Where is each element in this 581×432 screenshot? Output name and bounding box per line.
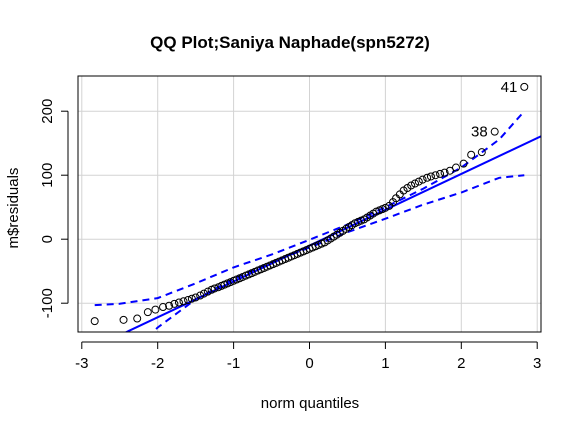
data-point (414, 177, 423, 186)
data-point (196, 291, 205, 300)
data-point (477, 148, 486, 157)
point-annotation: 38 (471, 124, 488, 141)
data-point (199, 289, 208, 298)
data-point (395, 190, 404, 199)
y-tick-label: 100 (39, 163, 56, 188)
data-point (179, 297, 188, 306)
data-point (133, 314, 142, 323)
data-point (151, 305, 160, 314)
data-point (467, 150, 476, 159)
data-point (187, 294, 196, 303)
data-point (451, 163, 460, 172)
y-tick-label: -100 (39, 288, 56, 318)
data-point (426, 172, 435, 181)
data-point (431, 171, 440, 180)
y-tick-label: 0 (39, 235, 56, 243)
data-point (418, 175, 427, 184)
x-tick-label: -3 (75, 355, 88, 372)
y-axis-label: m$residuals (5, 168, 22, 249)
data-point (159, 303, 168, 312)
x-tick-label: 2 (457, 355, 465, 372)
data-point (381, 203, 390, 212)
x-tick-label: 0 (305, 355, 313, 372)
data-point (436, 169, 445, 178)
point-annotation: 41 (501, 79, 518, 96)
plot-frame (77, 75, 542, 333)
data-point (445, 166, 454, 175)
data-point (411, 179, 420, 188)
data-point (407, 181, 416, 190)
data-point (174, 298, 183, 307)
data-point (490, 127, 499, 136)
data-point (210, 284, 219, 293)
data-point (191, 293, 200, 302)
data-point (119, 315, 128, 324)
data-point (440, 168, 449, 177)
data-point (90, 317, 99, 326)
data-point (423, 173, 432, 182)
x-tick-label: 1 (381, 355, 389, 372)
x-tick-label: 3 (533, 355, 541, 372)
x-axis-label: norm quantiles (261, 395, 359, 412)
data-point (520, 82, 529, 91)
envelope-upper-line (94, 110, 526, 307)
data-point (170, 299, 179, 308)
x-tick-label: -2 (151, 355, 164, 372)
data-point (459, 159, 468, 168)
data-point (143, 308, 152, 317)
x-tick-label: -1 (227, 355, 240, 372)
data-point (203, 287, 212, 296)
y-tick-label: 200 (39, 99, 56, 124)
data-point (165, 301, 174, 310)
data-point (184, 296, 193, 304)
chart-title: QQ Plot;Saniya Naphade(spn5272) (150, 33, 430, 52)
